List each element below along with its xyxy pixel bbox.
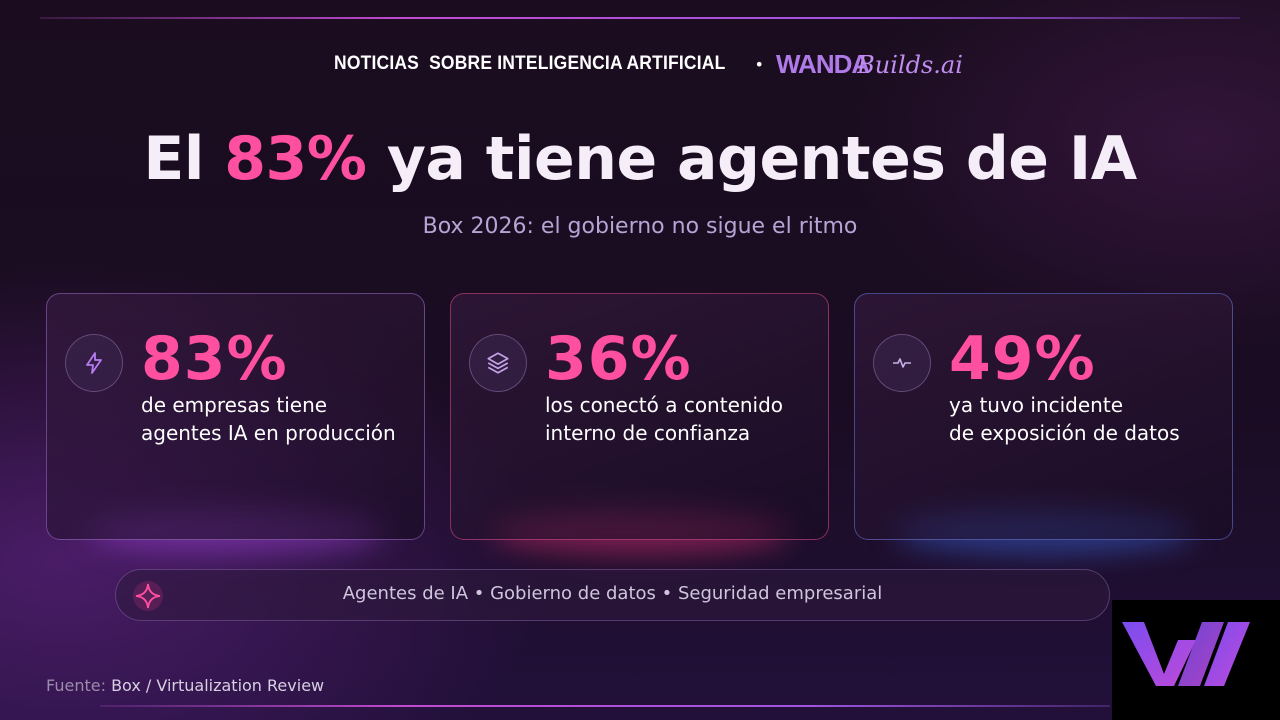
bolt-icon: [86, 352, 102, 374]
icon: [469, 334, 527, 392]
logo: [1112, 600, 1280, 720]
source: Fuente: Box / Virtualization Review: [46, 676, 324, 695]
stat-card: 36% los conectó a contenido interno de c…: [450, 293, 829, 540]
title: El 83% ya tiene agentes de IA: [0, 124, 1280, 194]
tags-pill: Agentes de IA • Gobierno de datos • Segu…: [115, 569, 1110, 621]
stat-text: de exposición de datos: [949, 421, 1180, 445]
bottom-rule: [100, 705, 1110, 707]
brand-script: Builds.ai: [857, 50, 963, 79]
stat: 36%: [545, 324, 692, 394]
subtitle: Box 2026: el gobierno no sigue el ritmo: [422, 214, 858, 239]
sparkle-icon: [133, 581, 163, 611]
stat-text: ya tuvo incidente: [949, 393, 1124, 417]
top-rule: [40, 17, 1240, 19]
stat-text: de empresas tiene: [141, 393, 328, 417]
header: NOTICIAS SOBRE INTELIGENCIA ARTIFICIAL •…: [0, 44, 1280, 84]
kicker: NOTICIAS SOBRE INTELIGENCIA ARTIFICIAL: [334, 53, 726, 74]
icon: [873, 334, 931, 392]
source-label: Fuente:: [46, 676, 106, 695]
stat-card: 49% ya tuvo incidente de exposición de d…: [854, 293, 1233, 540]
stat: 49%: [949, 324, 1096, 394]
tags: Agentes de IA • Gobierno de datos • Segu…: [342, 583, 883, 604]
stat-text: interno de confianza: [545, 421, 751, 445]
title-highlight: 83%: [224, 124, 367, 194]
logo-mark: [1122, 622, 1250, 686]
pulse-icon: [893, 358, 911, 368]
brand-logo: WANDABuilds.ai: [776, 49, 963, 80]
title-text: ya tiene agentes de IA: [386, 124, 1137, 194]
stat: 83%: [141, 324, 288, 394]
stat-card: 83% de empresas tiene agentes IA en prod…: [46, 293, 425, 540]
source-value: Box / Virtualization Review: [111, 676, 325, 695]
icon: [65, 334, 123, 392]
separator: •: [754, 54, 764, 74]
title-text: El: [143, 124, 204, 194]
stat-text: agentes IA en producción: [141, 421, 396, 445]
layers-icon: [487, 352, 509, 374]
brand: WANDA: [775, 48, 870, 79]
stat-text: los conectó a contenido: [545, 393, 784, 417]
